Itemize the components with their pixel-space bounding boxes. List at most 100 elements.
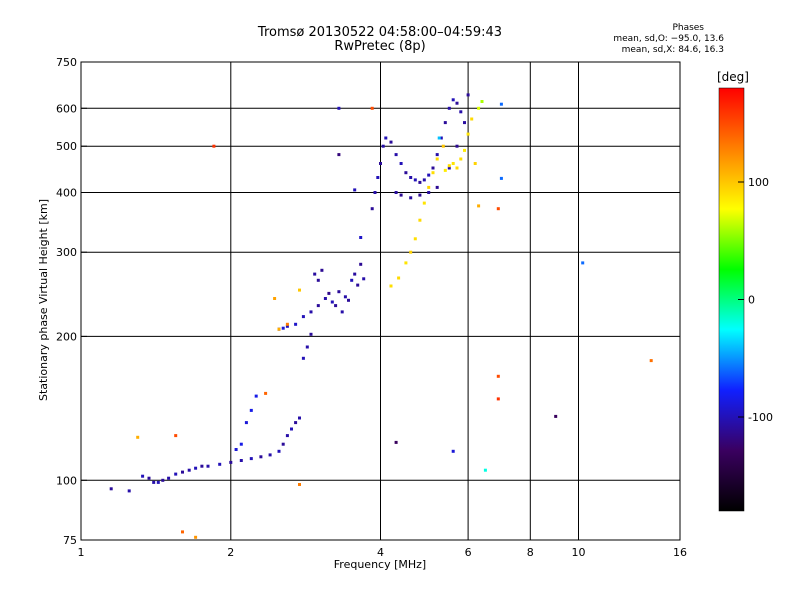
data-point-x-3 — [409, 250, 413, 254]
data-point-o-56 — [359, 262, 363, 266]
y-tick-label-400: 400 — [56, 187, 77, 200]
data-point-o-36 — [285, 324, 289, 328]
data-point-o-96 — [554, 414, 558, 418]
data-point-o-100 — [483, 468, 487, 472]
data-point-o-72 — [431, 166, 435, 170]
data-point-o-99 — [499, 176, 503, 180]
data-point-o-73 — [435, 153, 439, 157]
data-point-o-77 — [451, 98, 455, 102]
data-point-x-33 — [298, 483, 301, 486]
data-point-o-68 — [413, 178, 417, 182]
data-point-o-57 — [370, 207, 374, 211]
data-point-o-78 — [455, 101, 459, 105]
data-point-x-26 — [181, 530, 184, 534]
data-point-o-45 — [350, 278, 354, 282]
data-point-x-23 — [496, 207, 500, 211]
data-point-x-21 — [473, 162, 477, 165]
data-point-o-81 — [399, 193, 403, 197]
data-point-o-2 — [141, 474, 145, 478]
data-point-o-41 — [323, 297, 327, 300]
data-point-o-28 — [244, 421, 248, 425]
data-point-x-11 — [447, 164, 451, 168]
data-point-o-22 — [285, 434, 289, 438]
data-point-o-39 — [309, 310, 313, 314]
data-point-x-7 — [427, 185, 431, 189]
data-point-x-12 — [451, 162, 455, 165]
y-tick-label-300: 300 — [56, 246, 77, 259]
data-point-x-10 — [443, 168, 447, 172]
y-axis-ticks: 75 100 200 300 400 500 600 750 — [56, 56, 87, 547]
data-point-o-1 — [127, 489, 131, 493]
data-point-o-88 — [463, 121, 466, 125]
x-tick-label-6: 6 — [465, 546, 472, 559]
chart-grid — [81, 62, 680, 540]
data-point-x-31 — [277, 327, 281, 331]
data-point-x-2 — [404, 261, 408, 265]
colorbar-unit-label: [deg] — [717, 70, 749, 84]
x-axis-label: Frequency [MHz] — [334, 558, 426, 571]
data-point-o-71 — [427, 173, 431, 177]
data-point-o-27 — [239, 442, 243, 446]
data-point-o-48 — [316, 278, 320, 282]
data-point-o-53 — [313, 272, 317, 276]
data-point-o-91 — [337, 153, 341, 157]
data-point-o-10 — [187, 468, 191, 472]
data-point-o-86 — [447, 166, 451, 170]
data-point-o-19 — [268, 453, 272, 457]
data-point-o-94 — [394, 440, 398, 444]
data-point-o-79 — [459, 110, 463, 114]
data-point-o-90 — [337, 106, 341, 110]
data-point-o-21 — [281, 442, 285, 446]
data-point-o-24 — [294, 421, 298, 425]
data-point-x-25 — [496, 397, 500, 401]
plot-frame — [80, 61, 681, 541]
data-point-o-46 — [356, 283, 360, 287]
data-point-x-13 — [455, 166, 459, 170]
data-point-x-16 — [466, 132, 470, 136]
data-point-x-17 — [470, 117, 474, 121]
data-point-o-66 — [404, 171, 408, 175]
data-point-o-18 — [259, 455, 263, 459]
data-point-o-61 — [381, 144, 385, 148]
data-point-o-17 — [249, 457, 253, 461]
data-point-x-35 — [649, 359, 653, 363]
x-tick-label-10: 10 — [572, 546, 586, 559]
data-point-o-76 — [447, 106, 451, 110]
data-point-x-29 — [174, 434, 178, 438]
phase-statistics-o-mode: mean, sd,O: −95.0, 13.6 — [613, 34, 724, 44]
data-point-x-15 — [463, 148, 466, 152]
y-tick-label-200: 200 — [56, 330, 77, 343]
data-point-o-30 — [254, 394, 258, 398]
y-axis-label: Stationary phase Virtual Height [km] — [37, 199, 50, 401]
data-point-o-5 — [156, 480, 160, 484]
data-point-o-67 — [409, 176, 413, 179]
data-point-o-98 — [499, 102, 503, 106]
y-tick-label-750: 750 — [56, 56, 77, 69]
data-point-o-9 — [181, 470, 184, 474]
data-point-o-51 — [340, 310, 344, 314]
colorbar: [deg] 100 0 -100 — [717, 70, 773, 512]
data-point-o-35 — [281, 326, 285, 330]
data-point-o-32 — [305, 345, 309, 349]
data-point-x-8 — [431, 171, 435, 175]
data-point-o-52 — [347, 298, 350, 302]
data-point-o-38 — [301, 315, 305, 319]
data-point-o-40 — [316, 304, 320, 308]
chart-title: Tromsø 20130522 04:58:00–04:59:43 RwPret… — [230, 26, 530, 54]
y-tick-label-600: 600 — [56, 102, 77, 115]
colorbar-tick-label--100: -100 — [748, 411, 773, 424]
data-point-o-49 — [327, 291, 331, 295]
x-tick-label-4: 4 — [377, 546, 384, 559]
chart-title-line-2: RwPretec (8p) — [334, 39, 426, 54]
x-tick-label-16: 16 — [673, 546, 687, 559]
data-point-o-55 — [353, 272, 357, 276]
chart-title-line-1: Tromsø 20130522 04:58:00–04:59:43 — [257, 25, 503, 40]
data-point-o-58 — [373, 191, 377, 194]
data-point-x-18 — [477, 106, 481, 110]
data-point-x-6 — [422, 201, 426, 205]
data-point-o-70 — [422, 178, 426, 182]
data-point-o-85 — [435, 185, 439, 189]
data-points — [109, 93, 653, 539]
data-point-x-32 — [273, 297, 277, 300]
